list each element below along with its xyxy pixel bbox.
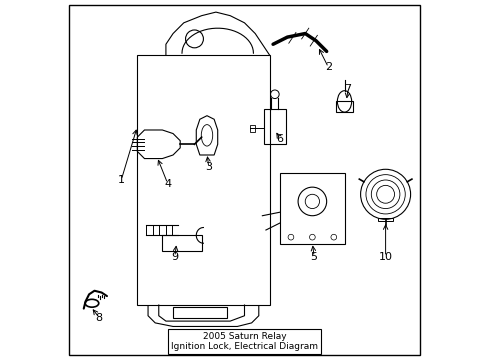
Text: 3: 3	[205, 162, 212, 172]
Text: 4: 4	[164, 179, 171, 189]
Text: 10: 10	[378, 252, 392, 262]
Text: 8: 8	[95, 312, 102, 323]
Text: 5: 5	[310, 252, 317, 262]
Text: 1: 1	[118, 175, 124, 185]
Text: 2005 Saturn Relay
Ignition Lock, Electrical Diagram: 2005 Saturn Relay Ignition Lock, Electri…	[171, 332, 317, 351]
Text: 2: 2	[324, 63, 331, 72]
Text: 9: 9	[171, 252, 178, 262]
Text: 6: 6	[276, 134, 283, 144]
Text: 7: 7	[344, 84, 351, 94]
